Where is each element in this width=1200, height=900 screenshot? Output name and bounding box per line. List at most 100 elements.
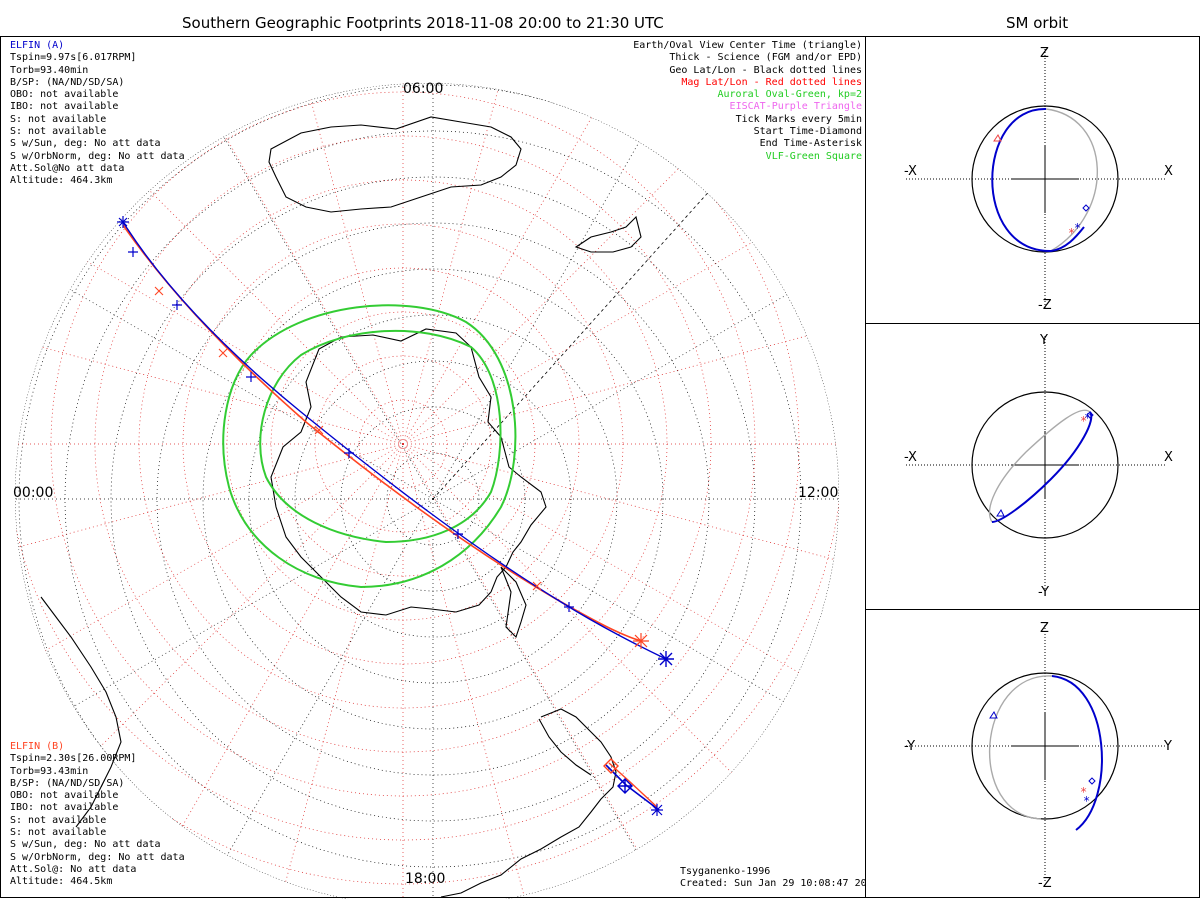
- elfin-a-line: Torb=93.40min: [10, 64, 89, 76]
- end-asterisk-short: [651, 804, 663, 816]
- mag-meridian: [402, 322, 839, 445]
- elfin-b-line: Torb=93.43min: [10, 765, 89, 777]
- legend-entry: Start Time-Diamond: [753, 126, 862, 138]
- geo-lat-lon-grid: [15, 83, 839, 899]
- axis-left: -X: [904, 164, 917, 179]
- legend-entry: Mag Lat/Lon - Red dotted lines: [681, 76, 862, 88]
- axis-top: Z: [1040, 46, 1049, 61]
- mlt-label-bottom: 18:00: [405, 871, 445, 887]
- axis-top: Z: [1040, 621, 1049, 636]
- mlt-label-top: 06:00: [403, 81, 443, 97]
- axis-left: -Y: [904, 739, 915, 754]
- elfin-b-footprint-track: [122, 224, 642, 642]
- elfin-a-short-track: [605, 764, 660, 811]
- antarctic-peninsula-outline: [500, 566, 527, 639]
- legend-entry: End Time-Asterisk: [759, 138, 862, 150]
- legend-entry: Tick Marks every 5min: [735, 113, 862, 125]
- tick-mark-a: [172, 300, 182, 310]
- elfin-a-line: S w/OrbNorm, deg: No att data: [10, 150, 185, 162]
- geo-meridian: [432, 498, 644, 863]
- geo-meridian: [222, 498, 434, 863]
- mag-lat-lon-grid: [15, 83, 839, 899]
- mag-meridian: [402, 208, 811, 445]
- mag-meridian: [402, 443, 811, 680]
- sm-orbit-xz-panel: * * Z -Z -X X: [865, 36, 1200, 324]
- geo-latitude-circle: [110, 176, 756, 822]
- elfin-b-line: OBO: not available: [10, 790, 119, 802]
- mag-meridian: [281, 443, 404, 899]
- end-asterisk-b: *: [1068, 226, 1075, 240]
- legend-entry: EISCAT-Purple Triangle: [729, 101, 862, 113]
- africa-outline: [40, 596, 122, 828]
- mag-meridian: [15, 208, 404, 445]
- elfin-a-info: ELFIN (A) Tspin=9.97s[6.017RPM] Torb=93.…: [10, 40, 185, 188]
- main-title: Southern Geographic Footprints 2018-11-0…: [182, 14, 664, 32]
- elfin-b-line: S: not available: [10, 814, 107, 826]
- earth-circle: [971, 105, 1119, 253]
- mag-meridian: [402, 83, 639, 445]
- axis-bottom: -Z: [1038, 876, 1052, 891]
- start-triangle-a: [993, 134, 1002, 142]
- end-asterisk-a: *: [1083, 794, 1090, 808]
- end-asterisk-a: [658, 651, 674, 667]
- tick-mark-b: [532, 581, 542, 591]
- elfin-a-line: Tspin=9.97s[6.017RPM]: [10, 52, 137, 64]
- geo-meridian: [432, 288, 797, 500]
- mag-meridian: [402, 443, 525, 899]
- end-asterisk-a: *: [1084, 411, 1091, 425]
- tick-mark-b: [154, 286, 164, 296]
- elfin-a-line: OBO: not available: [10, 89, 119, 101]
- orbit-ghost: [989, 675, 1053, 820]
- mag-meridian: [167, 83, 404, 445]
- sm-orbit-title: SM orbit: [1006, 14, 1069, 32]
- axis-right: X: [1164, 450, 1173, 465]
- view-center-line: [432, 186, 714, 500]
- geo-meridian: [69, 288, 434, 500]
- elfin-b-line: B/SP: (NA/ND/SD/SA): [10, 777, 125, 789]
- mag-meridian: [15, 443, 404, 566]
- orbit-track-a: [991, 411, 1093, 523]
- tick-mark-a: [344, 448, 354, 458]
- end-asterisk-a: *: [1074, 221, 1081, 235]
- axis-left: -X: [904, 450, 917, 465]
- elfin-b-short-track: [608, 762, 658, 808]
- elfin-a-line: IBO: not available: [10, 101, 119, 113]
- geo-meridian: [432, 498, 797, 710]
- auroral-ovals: [222, 304, 517, 589]
- legend-entry: Thick - Science (FGM and/or EPD): [669, 52, 862, 64]
- credits: Tsyganenko-1996 Created: Sun Jan 29 10:0…: [680, 866, 879, 891]
- sm-orbit-xy-plot: * * Y -Y -X X: [904, 333, 1173, 600]
- geo-latitude-circle: [386, 452, 480, 546]
- axis-right: X: [1164, 164, 1173, 179]
- south-america-outline: [440, 708, 617, 898]
- orbit-ghost: [988, 409, 1091, 523]
- end-asterisk-b: *: [1080, 414, 1087, 428]
- tick-mark-a: [246, 372, 256, 382]
- end-asterisk-b: *: [1080, 785, 1087, 799]
- antarctica-outline: [270, 328, 547, 616]
- start-asterisk-a: [117, 216, 129, 228]
- tick-mark-a: [453, 529, 463, 539]
- mag-meridian: [15, 443, 404, 680]
- elfin-b-line: S: not available: [10, 827, 107, 839]
- legend-entry: VLF-Green Square: [765, 150, 862, 162]
- elfin-a-footprint-track: [122, 221, 667, 660]
- map-legend: Earth/Oval View Center Time (triangle) T…: [633, 40, 862, 163]
- elfin-b-info: ELFIN (B) Tspin=2.30s[26.00RPM] Torb=93.…: [10, 741, 185, 889]
- elfin-a-line: B/SP: (NA/ND/SD/SA): [10, 76, 125, 88]
- mag-meridian: [15, 322, 404, 445]
- elfin-b-line: S w/Sun, deg: No att data: [10, 839, 161, 851]
- legend-entry: Geo Lat/Lon - Black dotted lines: [669, 64, 862, 76]
- end-asterisk-b: [633, 633, 649, 649]
- mag-meridian: [402, 83, 525, 445]
- mlt-label-right: 12:00: [798, 485, 838, 501]
- orbit-track-a: [1051, 675, 1103, 831]
- model-name: Tsyganenko-1996: [680, 866, 771, 877]
- orbit-ghost: [1045, 108, 1098, 252]
- elfin-b-line: S w/OrbNorm, deg: No att data: [10, 851, 185, 863]
- start-diamond-a: [1082, 204, 1090, 212]
- elfin-a-line: S: not available: [10, 113, 107, 125]
- mag-meridian: [402, 443, 639, 852]
- elfin-b-line: Altitude: 464.5km: [10, 876, 113, 888]
- geo-latitude-circle: [294, 360, 572, 638]
